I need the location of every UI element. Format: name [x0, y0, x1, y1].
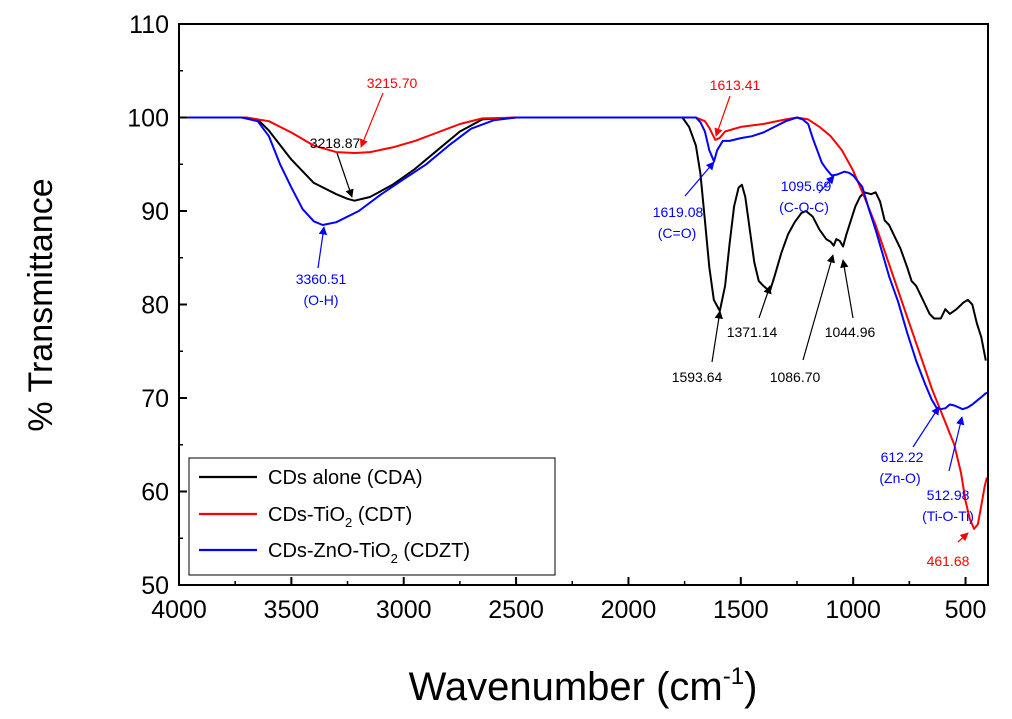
legend-label-cda: CDs alone (CDA) [268, 467, 422, 489]
x-tick-label: 2000 [601, 596, 657, 624]
arrow-1086 [802, 254, 835, 361]
annotation-arrows [317, 92, 969, 543]
annotation-labels: 3215.70 3218.87 3360.51 (O-H) 1613.41 16… [296, 75, 974, 569]
x-tick-label: 1000 [825, 596, 881, 624]
arrow-1613 [714, 95, 731, 137]
series-cda-line [179, 116, 987, 361]
arrow-3360 [317, 226, 328, 269]
anno-1095: 1095.69 [781, 178, 832, 194]
x-tick-label: 1500 [713, 596, 769, 624]
legend-label-cdzt-sub: 2 [391, 551, 398, 566]
x-axis-title-main: Wavenumber (cm [409, 665, 723, 709]
series-cdzt-line [179, 116, 988, 411]
arrow-461 [957, 532, 969, 543]
x-axis-title-close: ) [744, 665, 757, 709]
anno-3218: 3218.87 [310, 135, 361, 151]
anno-1371: 1371.14 [727, 324, 778, 340]
legend-label-cdt-sub: 2 [345, 515, 352, 530]
x-tick-label: 2500 [488, 596, 544, 624]
anno-1044: 1044.96 [825, 324, 876, 340]
x-axis-title-sup: -1 [723, 663, 744, 690]
anno-3215: 3215.70 [367, 75, 418, 91]
arrow-1619 [684, 161, 715, 197]
anno-1086: 1086.70 [770, 369, 821, 385]
anno-3360: 3360.51 [296, 271, 347, 287]
y-tick-label: 100 [127, 105, 169, 133]
x-axis-title: Wavenumber (cm-1) [409, 663, 758, 709]
arrow-1593 [711, 310, 723, 363]
arrow-1095 [818, 175, 835, 194]
anno-461: 461.68 [927, 553, 970, 569]
y-tick-label: 80 [141, 292, 169, 320]
legend-label-cdzt-main: CDs-ZnO-TiO [268, 540, 391, 562]
legend-label-cdt: CDs-TiO2 (CDT) [268, 504, 412, 530]
series-cdt-line [179, 116, 988, 530]
legend: CDs alone (CDA) CDs-TiO2 (CDT) CDs-ZnO-T… [188, 457, 556, 576]
x-tick-label: 3500 [264, 596, 320, 624]
y-tick-label: 70 [141, 385, 169, 413]
anno-1593: 1593.64 [672, 369, 723, 385]
x-tick-label: 3000 [376, 596, 432, 624]
anno-1619-group: (C=O) [658, 225, 697, 241]
y-axis-title: % Transmittance [22, 178, 60, 431]
arrow-3215 [359, 92, 384, 148]
legend-label-cdzt: CDs-ZnO-TiO2 (CDZT) [268, 540, 470, 566]
arrow-1044 [840, 259, 854, 319]
ticks-layer: 4000 3500 3000 2500 2000 1500 1000 500 50 60 70 80 9… [127, 11, 986, 624]
anno-1095-group: (C-O-C) [779, 199, 829, 215]
anno-612: 612.22 [881, 449, 924, 465]
arrow-3218 [336, 152, 354, 198]
anno-512: 512.98 [927, 487, 970, 503]
x-tick-label: 500 [945, 596, 987, 624]
anno-612-group: (Zn-O) [879, 470, 920, 486]
y-tick-label: 50 [141, 572, 169, 600]
legend-label-cdzt-tail: (CDZT) [398, 540, 470, 562]
legend-label-cdt-tail: (CDT) [352, 504, 412, 526]
y-tick-label: 110 [129, 11, 169, 39]
arrow-512 [948, 416, 965, 472]
anno-1613: 1613.41 [710, 77, 761, 93]
arrow-612 [912, 406, 940, 448]
arrow-1371 [758, 285, 772, 319]
legend-label-cdt-main: CDs-TiO [268, 504, 345, 526]
x-tick-label: 4000 [151, 596, 207, 624]
anno-3360-group: (O-H) [304, 292, 339, 308]
y-tick-label: 60 [141, 479, 169, 507]
y-tick-label: 90 [141, 198, 169, 226]
series-layer [179, 116, 988, 530]
anno-1619: 1619.08 [653, 204, 704, 220]
anno-512-group: (Ti-O-Ti) [922, 508, 974, 524]
